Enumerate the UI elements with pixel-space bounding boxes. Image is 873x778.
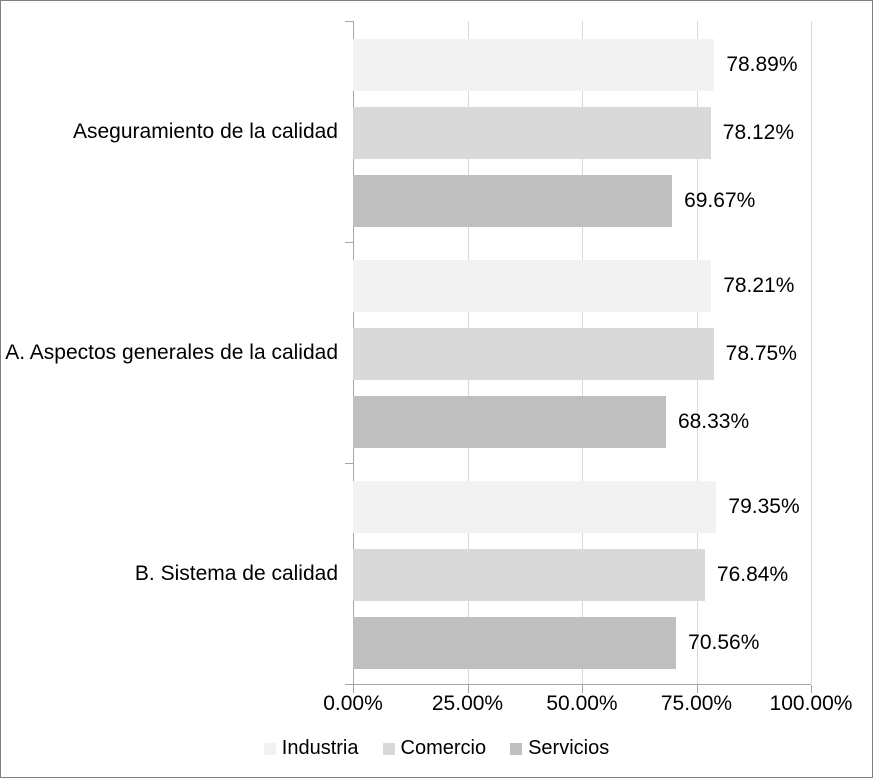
bar-industria xyxy=(353,481,717,533)
bar-servicios xyxy=(353,617,677,669)
x-tick-label: 25.00% xyxy=(431,692,504,715)
legend-item-comercio: Comercio xyxy=(382,737,487,760)
value-label: 78.89% xyxy=(726,53,798,76)
legend-swatch-industria-icon xyxy=(263,742,276,755)
bar-row: 68.33% xyxy=(353,396,811,448)
value-label: 70.56% xyxy=(688,631,760,654)
y-axis-tick xyxy=(345,684,353,685)
value-label: 78.21% xyxy=(723,274,795,297)
legend-swatch-comercio-icon xyxy=(382,742,395,755)
x-axis-line xyxy=(353,684,811,685)
bar-row: 78.21% xyxy=(353,260,811,312)
legend-item-servicios: Servicios xyxy=(510,737,609,760)
value-label: 78.75% xyxy=(725,342,797,365)
bar-comercio xyxy=(353,549,705,601)
plot-area: 78.89% 78.12% 69.67% 78.21% 78.75% 68.33… xyxy=(345,21,812,693)
y-axis-tick xyxy=(345,241,353,243)
bar-row: 78.12% xyxy=(353,107,811,159)
category-label: A. Aspectos generales de la calidad xyxy=(5,340,338,364)
legend-item-industria: Industria xyxy=(263,737,359,760)
x-tick-label: 50.00% xyxy=(546,692,618,715)
x-axis-tick xyxy=(353,685,354,693)
category-axis: Aseguramiento de la calidad A. Aspectos … xyxy=(1,21,353,684)
bar-groups: 78.89% 78.12% 69.67% 78.21% 78.75% 68.33… xyxy=(353,21,811,684)
x-axis-tick xyxy=(696,685,698,693)
legend-label: Industria xyxy=(281,737,359,759)
bar-industria xyxy=(353,260,712,312)
bar-group: 78.89% 78.12% 69.67% xyxy=(353,21,811,242)
y-axis-tick xyxy=(345,21,353,22)
x-tick-label: 100.00% xyxy=(769,692,853,715)
x-axis-tick xyxy=(467,685,469,693)
bar-row: 79.35% xyxy=(353,481,811,533)
bar-row: 78.75% xyxy=(353,328,811,380)
bar-group: 78.21% 78.75% 68.33% xyxy=(353,242,811,463)
value-label: 68.33% xyxy=(677,410,750,433)
x-tick-label: 0.00% xyxy=(323,692,383,715)
value-label: 76.84% xyxy=(716,563,789,586)
bar-row: 70.56% xyxy=(353,617,811,669)
category-label: Aseguramiento de la calidad xyxy=(72,119,338,143)
value-label: 69.67% xyxy=(684,189,756,212)
bar-servicios xyxy=(353,396,666,448)
y-axis-tick xyxy=(345,463,353,464)
bar-comercio xyxy=(353,107,711,159)
legend-label: Comercio xyxy=(400,737,487,759)
value-label: 79.35% xyxy=(728,495,800,518)
x-axis-tick xyxy=(811,685,812,693)
legend-swatch-servicios-icon xyxy=(510,742,523,755)
legend: Industria Comercio Servicios xyxy=(1,737,872,760)
bar-industria xyxy=(353,39,715,91)
bar-group: 79.35% 76.84% 70.56% xyxy=(353,463,811,684)
category-label: B. Sistema de calidad xyxy=(134,561,338,585)
gridline-100 xyxy=(811,21,812,684)
bar-row: 69.67% xyxy=(353,175,811,227)
bar-row: 76.84% xyxy=(353,549,811,601)
x-axis-tick xyxy=(582,685,583,693)
x-axis-labels: 0.00% 25.00% 50.00% 75.00% 100.00% xyxy=(323,692,852,718)
bar-comercio xyxy=(353,328,714,380)
x-tick-label: 75.00% xyxy=(660,692,733,715)
bar-row: 78.89% xyxy=(353,39,811,91)
value-label: 78.12% xyxy=(722,121,795,144)
legend-label: Servicios xyxy=(528,737,610,759)
bar-servicios xyxy=(353,175,673,227)
